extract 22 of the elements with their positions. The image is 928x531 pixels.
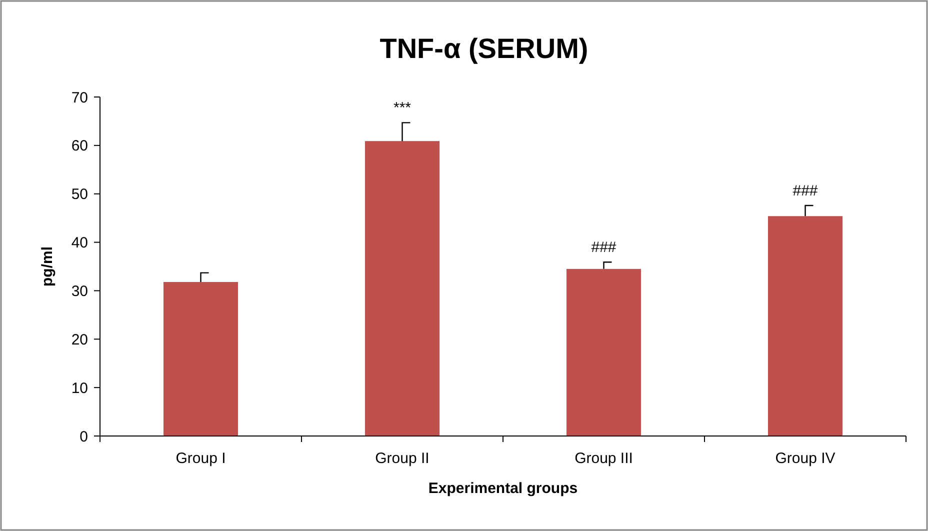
y-axis-title: pg/ml (39, 246, 56, 286)
annotation: ### (792, 182, 818, 200)
y-tick-label: 40 (71, 234, 88, 252)
y-tick-label: 60 (71, 138, 88, 155)
bar (566, 268, 642, 436)
chart-title: TNF-α (SERUM) (380, 33, 588, 64)
annotation: *** (393, 100, 412, 117)
y-tick-label: 20 (71, 331, 88, 348)
x-tick-label: Group IV (775, 450, 836, 467)
bar (364, 141, 440, 436)
x-tick-label: Group I (176, 450, 226, 467)
bar (163, 282, 238, 436)
x-axis-title: Experimental groups (428, 480, 578, 497)
y-tick-label: 10 (71, 380, 88, 397)
y-tick-label: 70 (71, 89, 88, 106)
annotation: ### (591, 239, 617, 256)
y-tick-label: 0 (80, 428, 88, 446)
x-tick-label: Group II (375, 450, 430, 467)
x-tick-label: Group III (574, 450, 633, 467)
y-tick-label: 30 (71, 282, 88, 300)
bar (768, 216, 843, 436)
y-tick-label: 50 (71, 186, 88, 204)
